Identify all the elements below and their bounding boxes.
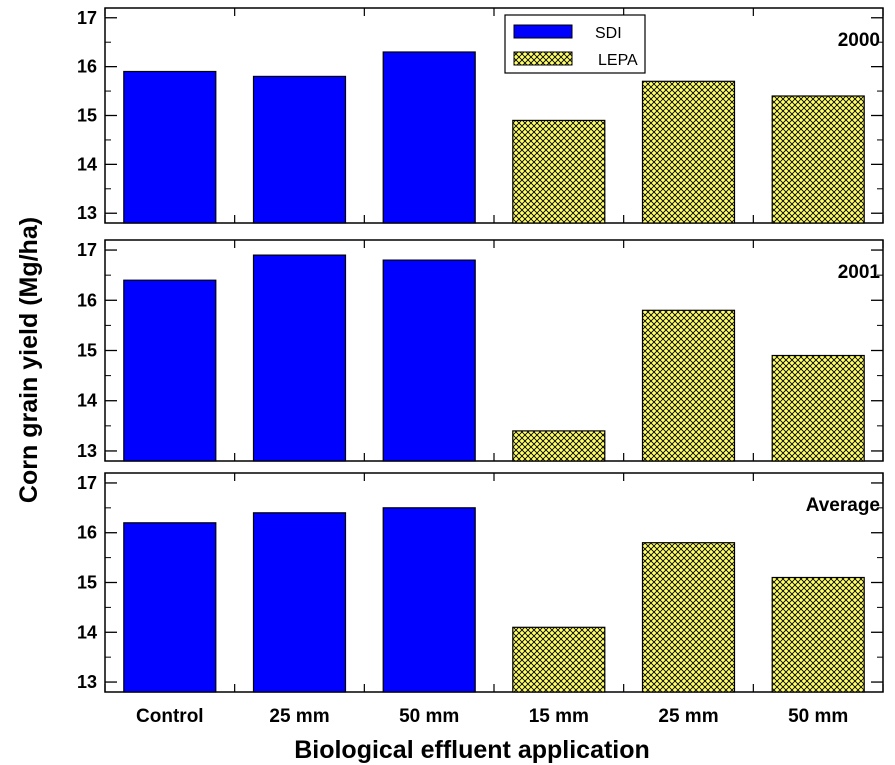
legend: SDI LEPA (504, 14, 646, 74)
bar-sdi (382, 259, 476, 462)
bar-lepa (512, 626, 606, 693)
bar-sdi (252, 75, 347, 224)
legend-label-sdi: SDI (595, 25, 622, 42)
bar-lepa (771, 95, 865, 224)
y-tick-label: 14 (77, 622, 97, 642)
bar-lepa (771, 354, 865, 462)
y-tick-label: 15 (77, 341, 97, 361)
panel-0: 13 14 15 16 17 2000 (77, 7, 884, 224)
bar-lepa (641, 80, 736, 224)
x-axis: Control 25 mm 50 mm 15 mm 25 mm 50 mm (136, 706, 848, 727)
bar-sdi (382, 51, 476, 224)
x-tick-label: 25 mm (658, 706, 718, 727)
bar-sdi (252, 512, 347, 693)
y-tick-label: 16 (77, 57, 97, 77)
x-tick-label: Control (136, 706, 204, 727)
panel-label: 2000 (838, 30, 880, 51)
panel-label: Average (806, 495, 880, 516)
bar-sdi (123, 279, 217, 462)
legend-swatch-sdi (513, 24, 573, 39)
bar-lepa (641, 309, 736, 462)
bar-sdi (123, 522, 217, 693)
panel-2: 13 14 15 16 17 Average (77, 472, 884, 693)
x-tick-label: 25 mm (269, 706, 329, 727)
y-tick-label: 13 (77, 441, 97, 461)
panel-frame (104, 472, 884, 693)
y-tick-label: 15 (77, 106, 97, 126)
bar-sdi (382, 507, 476, 693)
x-axis-title: Biological effluent application (294, 736, 650, 764)
x-tick-label: 50 mm (788, 706, 848, 727)
legend-swatch-lepa (513, 51, 573, 66)
y-tick-label: 16 (77, 290, 97, 310)
y-tick-label: 17 (77, 473, 97, 493)
bar-sdi (252, 254, 347, 462)
bar-sdi (123, 70, 217, 224)
bar-lepa (771, 576, 865, 693)
y-tick-label: 15 (77, 573, 97, 593)
legend-label-lepa: LEPA (598, 52, 638, 69)
panel-1: 13 14 15 16 17 2001 (77, 239, 884, 462)
y-tick-label: 17 (77, 240, 97, 260)
bar-lepa (512, 119, 606, 224)
panel-frame (104, 239, 884, 462)
panels: 13 14 15 16 17 2000 13 14 15 16 17 2001 13 14 15 16 17 Av… (77, 7, 884, 693)
y-tick-label: 13 (77, 672, 97, 692)
y-axis-title: Corn grain yield (Mg/ha) (15, 217, 43, 503)
y-tick-label: 13 (77, 203, 97, 223)
panel-frame (104, 7, 884, 224)
x-tick-label: 50 mm (399, 706, 459, 727)
y-tick-label: 14 (77, 154, 97, 174)
y-tick-label: 16 (77, 523, 97, 543)
y-tick-label: 14 (77, 391, 97, 411)
bar-lepa (512, 430, 606, 462)
x-tick-label: 15 mm (529, 706, 589, 727)
y-tick-label: 17 (77, 8, 97, 28)
bar-lepa (641, 542, 736, 693)
panel-label: 2001 (838, 262, 881, 283)
